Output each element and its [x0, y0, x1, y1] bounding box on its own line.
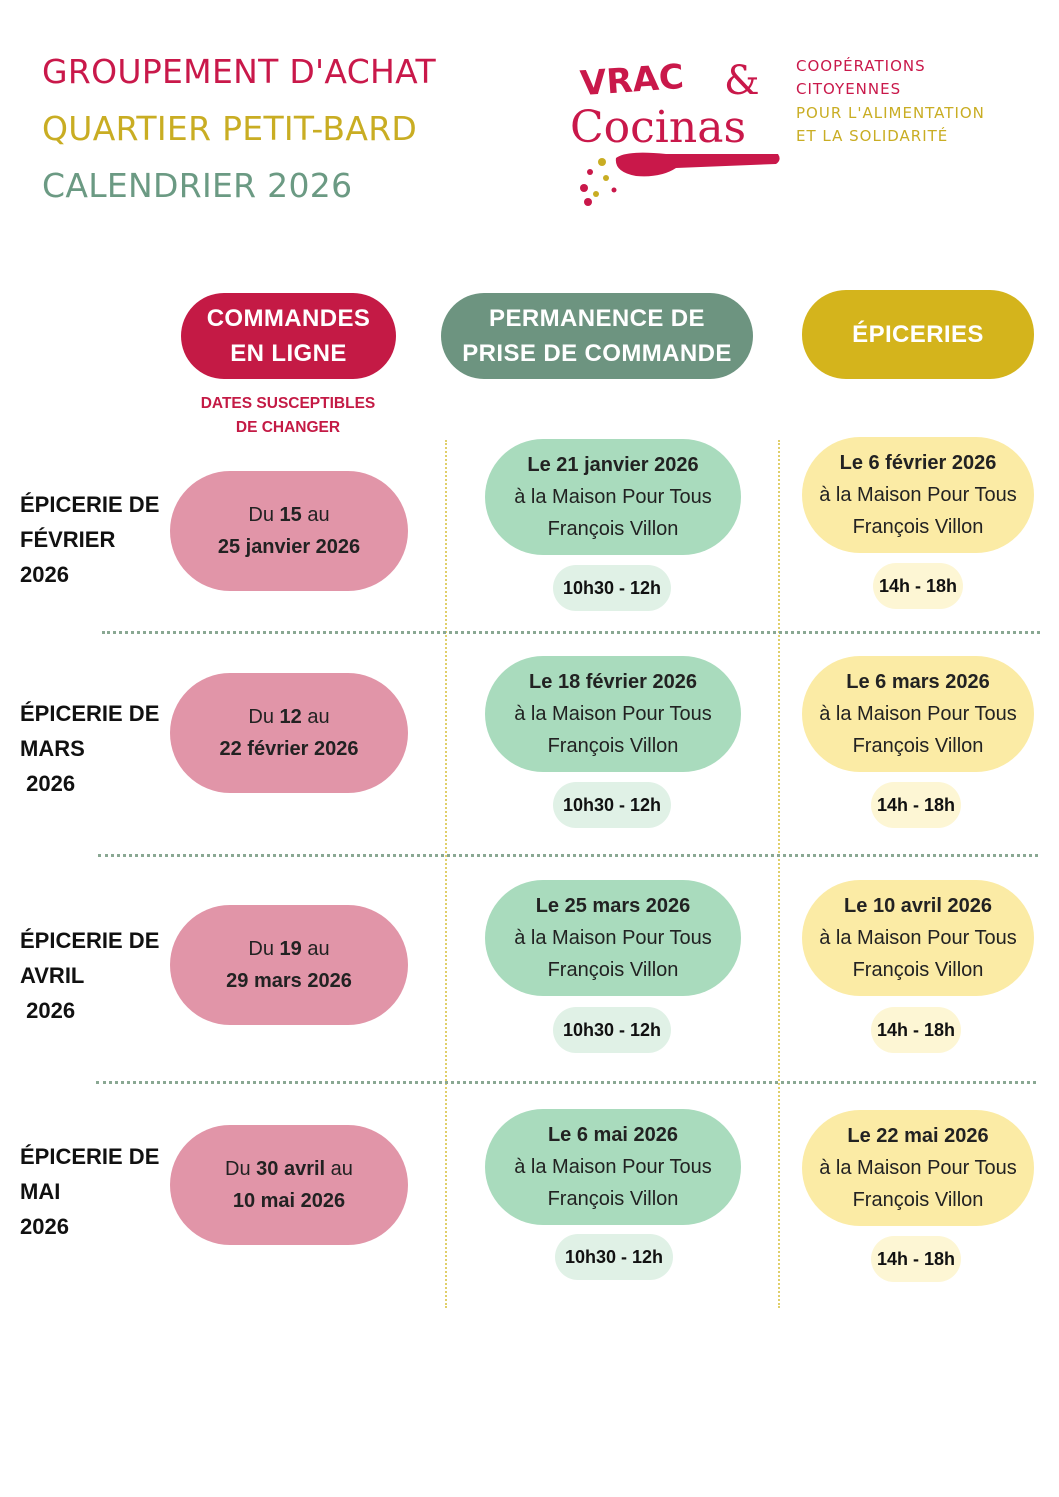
permanence-place-name: François Villon — [547, 1188, 679, 1210]
logo-tagline-3: POUR L'ALIMENTATION — [796, 104, 985, 122]
row-label-mars: ÉPICERIE DE MARS 2026 — [20, 701, 160, 796]
order-period-end: 29 mars 2026 — [226, 970, 352, 992]
dates-change-note: DATES SUSCEPTIBLES DE CHANGER — [200, 395, 376, 436]
order-period-start: Du 19 au — [248, 938, 330, 960]
order-period-start: Du 30 avril au — [225, 1158, 353, 1180]
order-period-end: 25 janvier 2026 — [217, 536, 361, 558]
permanence-mai: Le 6 mai 2026 à la Maison Pour Tous Fran… — [485, 1109, 741, 1225]
row-label-fevrier: ÉPICERIE DE FÉVRIER 2026 — [20, 492, 160, 587]
column-header-groceries: ÉPICERIES — [802, 290, 1034, 379]
grocery-date: Le 10 avril 2026 — [844, 895, 992, 917]
column-header-groceries-label: ÉPICERIES — [852, 321, 984, 348]
row-divider — [98, 854, 1038, 857]
title-groupement: GROUPEMENT D'ACHAT — [42, 52, 436, 91]
grocery-avril: Le 10 avril 2026 à la Maison Pour Tous F… — [802, 880, 1034, 996]
column-header-permanence-label: PERMANENCE DE PRISE DE COMMANDE — [462, 305, 732, 367]
title-calendrier: CALENDRIER 2026 — [42, 166, 353, 205]
permanence-mars: Le 18 février 2026 à la Maison Pour Tous… — [485, 656, 741, 772]
grocery-date: Le 6 février 2026 — [839, 452, 997, 474]
grocery-place-name: François Villon — [852, 959, 984, 981]
row-divider — [102, 631, 1040, 634]
permanence-place-name: François Villon — [547, 735, 679, 757]
grocery-place-name: François Villon — [852, 516, 984, 538]
permanence-fevrier: Le 21 janvier 2026 à la Maison Pour Tous… — [485, 439, 741, 555]
order-period-mars: Du 12 au 22 février 2026 — [170, 673, 408, 793]
row-label-mai: ÉPICERIE DE MAI 2026 — [20, 1144, 160, 1239]
permanence-place-name: François Villon — [547, 959, 679, 981]
logo-word-vrac: VRAC — [579, 57, 685, 104]
grocery-time: 14h - 18h — [871, 782, 961, 828]
permanence-time: 10h30 - 12h — [553, 565, 671, 611]
grocery-place-name: François Villon — [852, 1189, 984, 1211]
grocery-time: 14h - 18h — [871, 1236, 961, 1282]
logo-tagline-2: CITOYENNES — [796, 80, 902, 98]
permanence-time: 10h30 - 12h — [555, 1234, 673, 1280]
column-header-permanence: PERMANENCE DE PRISE DE COMMANDE — [441, 293, 753, 379]
order-period-end: 10 mai 2026 — [232, 1190, 346, 1212]
order-period-mai: Du 30 avril au 10 mai 2026 — [170, 1125, 408, 1245]
column-divider — [778, 440, 780, 1308]
grocery-date: Le 22 mai 2026 — [847, 1125, 989, 1147]
permanence-place: à la Maison Pour Tous — [514, 927, 712, 949]
permanence-place: à la Maison Pour Tous — [514, 1156, 712, 1178]
grocery-place: à la Maison Pour Tous — [819, 703, 1017, 725]
title-quartier: QUARTIER PETIT-BARD — [42, 109, 418, 148]
order-period-end: 22 février 2026 — [219, 738, 359, 760]
row-divider — [96, 1081, 1036, 1084]
logo-word-cocinas: Cocinas — [570, 102, 746, 153]
column-header-online-orders: COMMANDES EN LIGNE — [181, 293, 396, 379]
permanence-date: Le 6 mai 2026 — [547, 1124, 679, 1146]
permanence-place: à la Maison Pour Tous — [514, 486, 712, 508]
column-header-online-label: COMMANDES EN LIGNE — [206, 305, 371, 367]
logo-tagline-4: ET LA SOLIDARITÉ — [796, 127, 949, 145]
permanence-time: 10h30 - 12h — [553, 1007, 671, 1053]
grocery-place: à la Maison Pour Tous — [819, 927, 1017, 949]
permanence-date: Le 25 mars 2026 — [535, 895, 691, 917]
permanence-date: Le 18 février 2026 — [529, 671, 697, 693]
grocery-date: Le 6 mars 2026 — [846, 671, 990, 693]
permanence-date: Le 21 janvier 2026 — [527, 454, 699, 476]
vrac-cocinas-logo: VRAC & Cocinas — [570, 57, 780, 206]
column-divider — [445, 440, 447, 1308]
grocery-mai: Le 22 mai 2026 à la Maison Pour Tous Fra… — [802, 1110, 1034, 1226]
spoon-icon — [615, 152, 780, 177]
permanence-place: à la Maison Pour Tous — [514, 703, 712, 725]
order-period-avril: Du 19 au 29 mars 2026 — [170, 905, 408, 1025]
grocery-place-name: François Villon — [852, 735, 984, 757]
order-period-start: Du 15 au — [248, 504, 330, 526]
grocery-fevrier: Le 6 février 2026 à la Maison Pour Tous … — [802, 437, 1034, 553]
permanence-place-name: François Villon — [547, 518, 679, 540]
logo-ampersand: & — [724, 58, 760, 104]
logo-tagline-1: COOPÉRATIONS — [796, 57, 926, 75]
order-period-start: Du 12 au — [248, 706, 330, 728]
order-period-fevrier: Du 15 au 25 janvier 2026 — [170, 471, 408, 591]
grocery-place: à la Maison Pour Tous — [819, 484, 1017, 506]
grocery-time: 14h - 18h — [873, 563, 963, 609]
permanence-time: 10h30 - 12h — [553, 782, 671, 828]
row-label-avril: ÉPICERIE DE AVRIL 2026 — [20, 928, 160, 1023]
grocery-place: à la Maison Pour Tous — [819, 1157, 1017, 1179]
grocery-time: 14h - 18h — [871, 1007, 961, 1053]
grocery-mars: Le 6 mars 2026 à la Maison Pour Tous Fra… — [802, 656, 1034, 772]
permanence-avril: Le 25 mars 2026 à la Maison Pour Tous Fr… — [485, 880, 741, 996]
